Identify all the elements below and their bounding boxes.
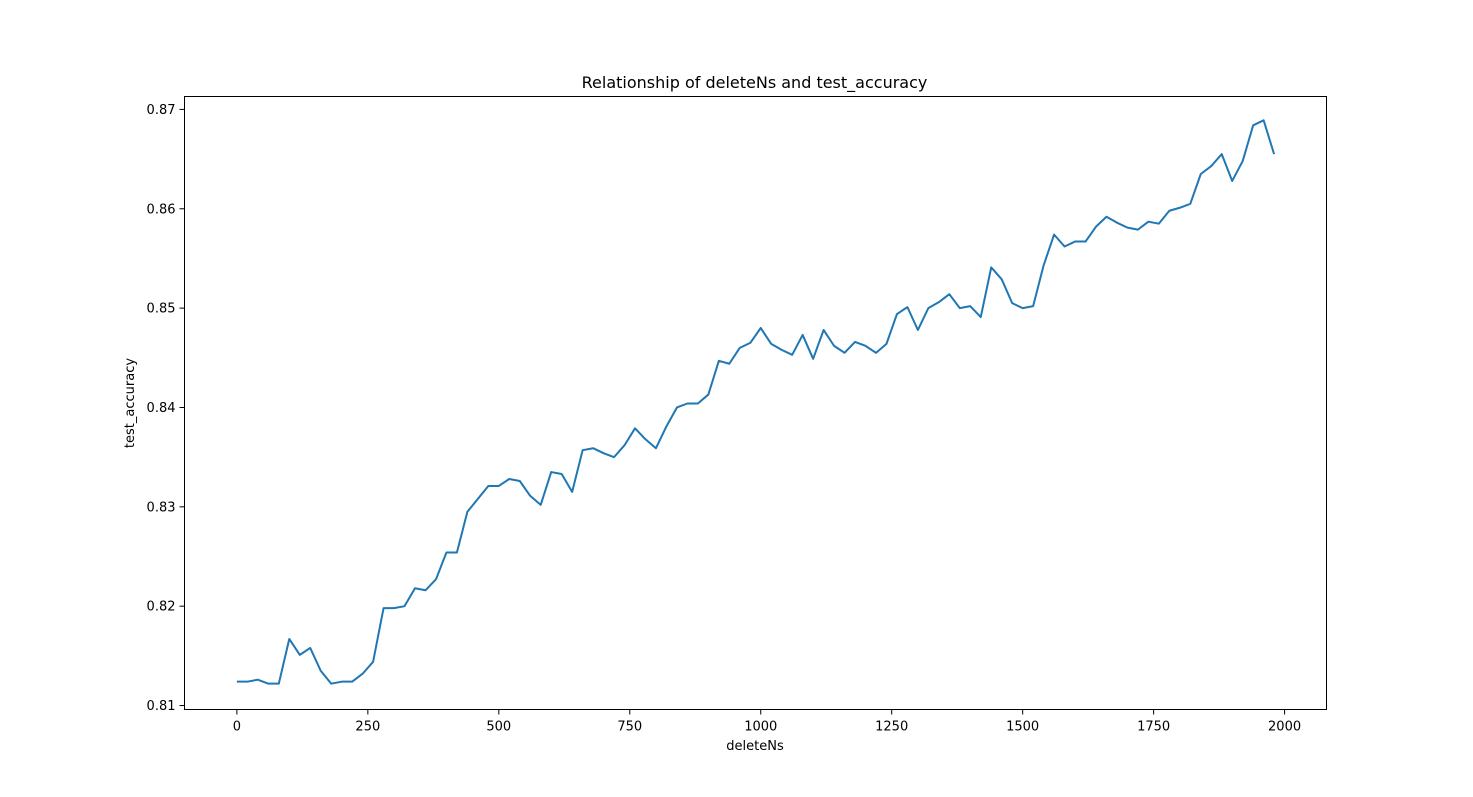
y-tick-label: 0.86 <box>147 202 176 217</box>
x-axis-label: deleteNs <box>726 739 784 754</box>
y-tick-label: 0.85 <box>147 302 176 317</box>
chart-title: Relationship of deleteNs and test_accura… <box>582 73 928 93</box>
series-line <box>236 119 1276 685</box>
y-tick-label: 0.81 <box>147 699 176 714</box>
x-tick-label: 1750 <box>1137 720 1170 735</box>
y-axis-label: test_accuracy <box>123 358 138 448</box>
x-tick-label: 250 <box>355 720 380 735</box>
x-tick-label: 0 <box>233 720 241 735</box>
x-tick-label: 1000 <box>744 720 777 735</box>
y-tick-label: 0.83 <box>147 500 176 515</box>
y-tick-label: 0.82 <box>147 600 176 615</box>
x-tick-label: 2000 <box>1268 720 1301 735</box>
y-axis: 0.81 0.82 0.83 0.84 0.85 0.86 0.87 <box>147 103 185 714</box>
x-tick-label: 500 <box>486 720 511 735</box>
y-tick-label: 0.84 <box>147 401 176 416</box>
y-tick-label: 0.87 <box>147 103 176 118</box>
x-tick-label: 750 <box>617 720 642 735</box>
x-tick-label: 1500 <box>1006 720 1039 735</box>
plot-area <box>184 96 1327 710</box>
x-tick-label: 1250 <box>875 720 908 735</box>
x-axis: 0 250 500 750 1000 1250 1500 1750 2000 <box>233 709 1301 735</box>
